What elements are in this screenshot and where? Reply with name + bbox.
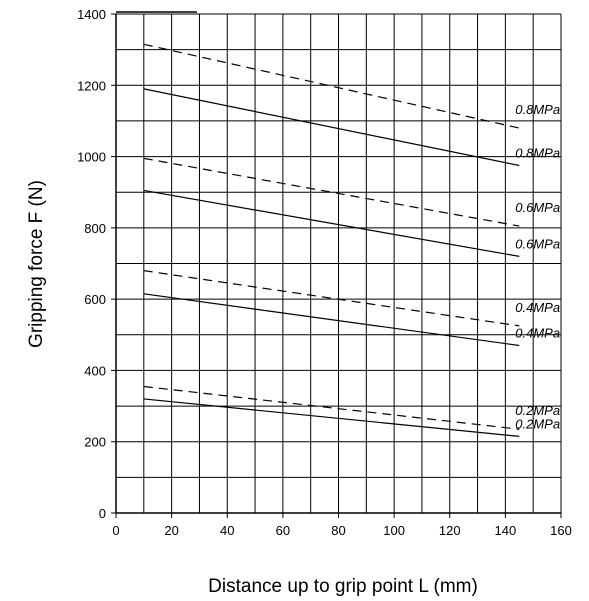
x-tick-label: 160: [550, 523, 572, 538]
x-tick-label: 100: [383, 523, 405, 538]
series-label: 0.6MPa: [515, 200, 560, 215]
series-label: 0.6MPa: [515, 236, 560, 251]
x-tick-label: 80: [331, 523, 345, 538]
series-line-0.4MPa-dashed: [143, 270, 520, 327]
series-line-0.6MPa-solid: [143, 189, 520, 257]
series-label: 0.4MPa: [515, 325, 560, 340]
x-tick-label: 140: [495, 523, 517, 538]
x-tick-label: 20: [164, 523, 178, 538]
y-tick-label: 400: [84, 363, 106, 378]
tick-labels: 0 20 40 60 80 100 120 140 160 0 200 400 600 800 1000 12…: [77, 7, 572, 538]
series-labels: 0.8MPa 0.8MPa 0.6MPa 0.6MPa 0.4MPa 0.4MPa 0.2M…: [515, 102, 560, 431]
y-tick-label: 600: [84, 292, 106, 307]
series-lines: [143, 43, 520, 437]
series-label: 0.4MPa: [515, 300, 560, 315]
series-line-0.8MPa-solid: [143, 88, 520, 167]
x-axis-title: Distance up to grip point L (mm): [208, 576, 478, 597]
series-label: 0.2MPa: [515, 416, 560, 431]
y-tick-label: 800: [84, 221, 106, 236]
x-tick-label: 0: [112, 523, 119, 538]
series-line-0.8MPa-dashed: [143, 43, 520, 129]
y-axis-title: Gripping force F (N): [26, 180, 47, 348]
x-tick-label: 60: [276, 523, 290, 538]
y-tick-label: 0: [99, 506, 106, 521]
series-line-0.6MPa-dashed: [143, 157, 520, 227]
y-tick-label: 200: [84, 435, 106, 450]
y-tick-label: 1200: [77, 78, 106, 93]
series-line-0.2MPa-dashed: [143, 385, 520, 430]
series-label: 0.2MPa: [515, 403, 560, 418]
y-tick-label: 1400: [77, 7, 106, 22]
grid: [115, 13, 562, 514]
y-tick-label: 1000: [77, 150, 106, 165]
series-label: 0.8MPa: [515, 102, 560, 117]
series-label: 0.8MPa: [515, 145, 560, 160]
series-line-0.4MPa-solid: [143, 293, 520, 347]
x-tick-label: 40: [220, 523, 234, 538]
x-tick-label: 120: [439, 523, 461, 538]
series-line-0.2MPa-solid: [143, 398, 520, 437]
